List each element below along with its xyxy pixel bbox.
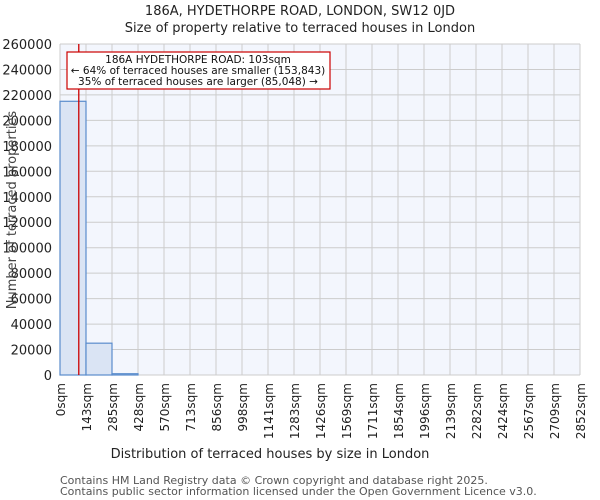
- y-tick-label: 200000: [2, 114, 52, 129]
- x-tick-label: 2424sqm: [496, 383, 510, 439]
- x-axis-label: Distribution of terraced houses by size …: [111, 447, 430, 462]
- x-tick-label: 1141sqm: [262, 383, 276, 439]
- y-tick-label: 260000: [2, 38, 52, 53]
- y-tick-label: 160000: [2, 165, 52, 180]
- x-tick-label: 1854sqm: [392, 383, 406, 439]
- y-tick-label: 220000: [2, 89, 52, 104]
- y-tick-label: 140000: [2, 191, 52, 206]
- y-tick-label: 40000: [11, 318, 52, 333]
- x-tick-label: 1283sqm: [288, 383, 302, 439]
- x-tick-label: 2282sqm: [470, 383, 484, 439]
- annotation-box: [66, 51, 331, 90]
- footer-line-1: Contains HM Land Registry data © Crown c…: [60, 474, 488, 487]
- chart-subtitle: Size of property relative to terraced ho…: [124, 21, 476, 36]
- annotation-text: 35% of terraced houses are larger (85,04…: [78, 76, 318, 88]
- histogram-bar: [111, 373, 139, 376]
- y-tick-label: 100000: [2, 242, 52, 257]
- x-tick-label: 2139sqm: [444, 383, 458, 439]
- annotation-text: ← 64% of terraced houses are smaller (15…: [71, 65, 325, 77]
- x-tick-label: 2852sqm: [574, 383, 588, 439]
- x-tick-label: 428sqm: [132, 383, 146, 431]
- y-tick-label: 60000: [11, 293, 52, 308]
- histogram-bar: [59, 100, 87, 376]
- y-tick-label: 120000: [2, 216, 52, 231]
- x-tick-label: 1996sqm: [418, 383, 432, 439]
- annotation-text: 186A HYDETHORPE ROAD: 103sqm: [105, 54, 291, 66]
- x-tick-label: 1426sqm: [314, 383, 328, 439]
- x-tick-label: 143sqm: [80, 383, 94, 431]
- y-tick-label: 180000: [2, 140, 52, 155]
- x-tick-label: 713sqm: [184, 383, 198, 431]
- x-tick-label: 570sqm: [158, 383, 172, 431]
- x-tick-label: 998sqm: [236, 383, 250, 431]
- y-tick-label: 240000: [2, 63, 52, 78]
- x-tick-label: 2567sqm: [522, 383, 536, 439]
- y-tick-label: 0: [44, 369, 52, 384]
- footer-line-2: Contains public sector information licen…: [60, 485, 537, 498]
- y-tick-label: 20000: [11, 344, 52, 359]
- x-tick-label: 2709sqm: [548, 383, 562, 439]
- y-tick-label: 80000: [11, 267, 52, 282]
- x-tick-label: 856sqm: [210, 383, 224, 431]
- x-tick-label: 1569sqm: [340, 383, 354, 439]
- x-tick-label: 1711sqm: [366, 383, 380, 439]
- histogram-bar: [85, 342, 113, 376]
- y-axis-label: Number of terraced properties: [5, 111, 20, 310]
- chart-title: 186A, HYDETHORPE ROAD, LONDON, SW12 0JD: [144, 4, 456, 19]
- x-tick-label: 0sqm: [54, 383, 68, 416]
- x-tick-label: 285sqm: [106, 383, 120, 431]
